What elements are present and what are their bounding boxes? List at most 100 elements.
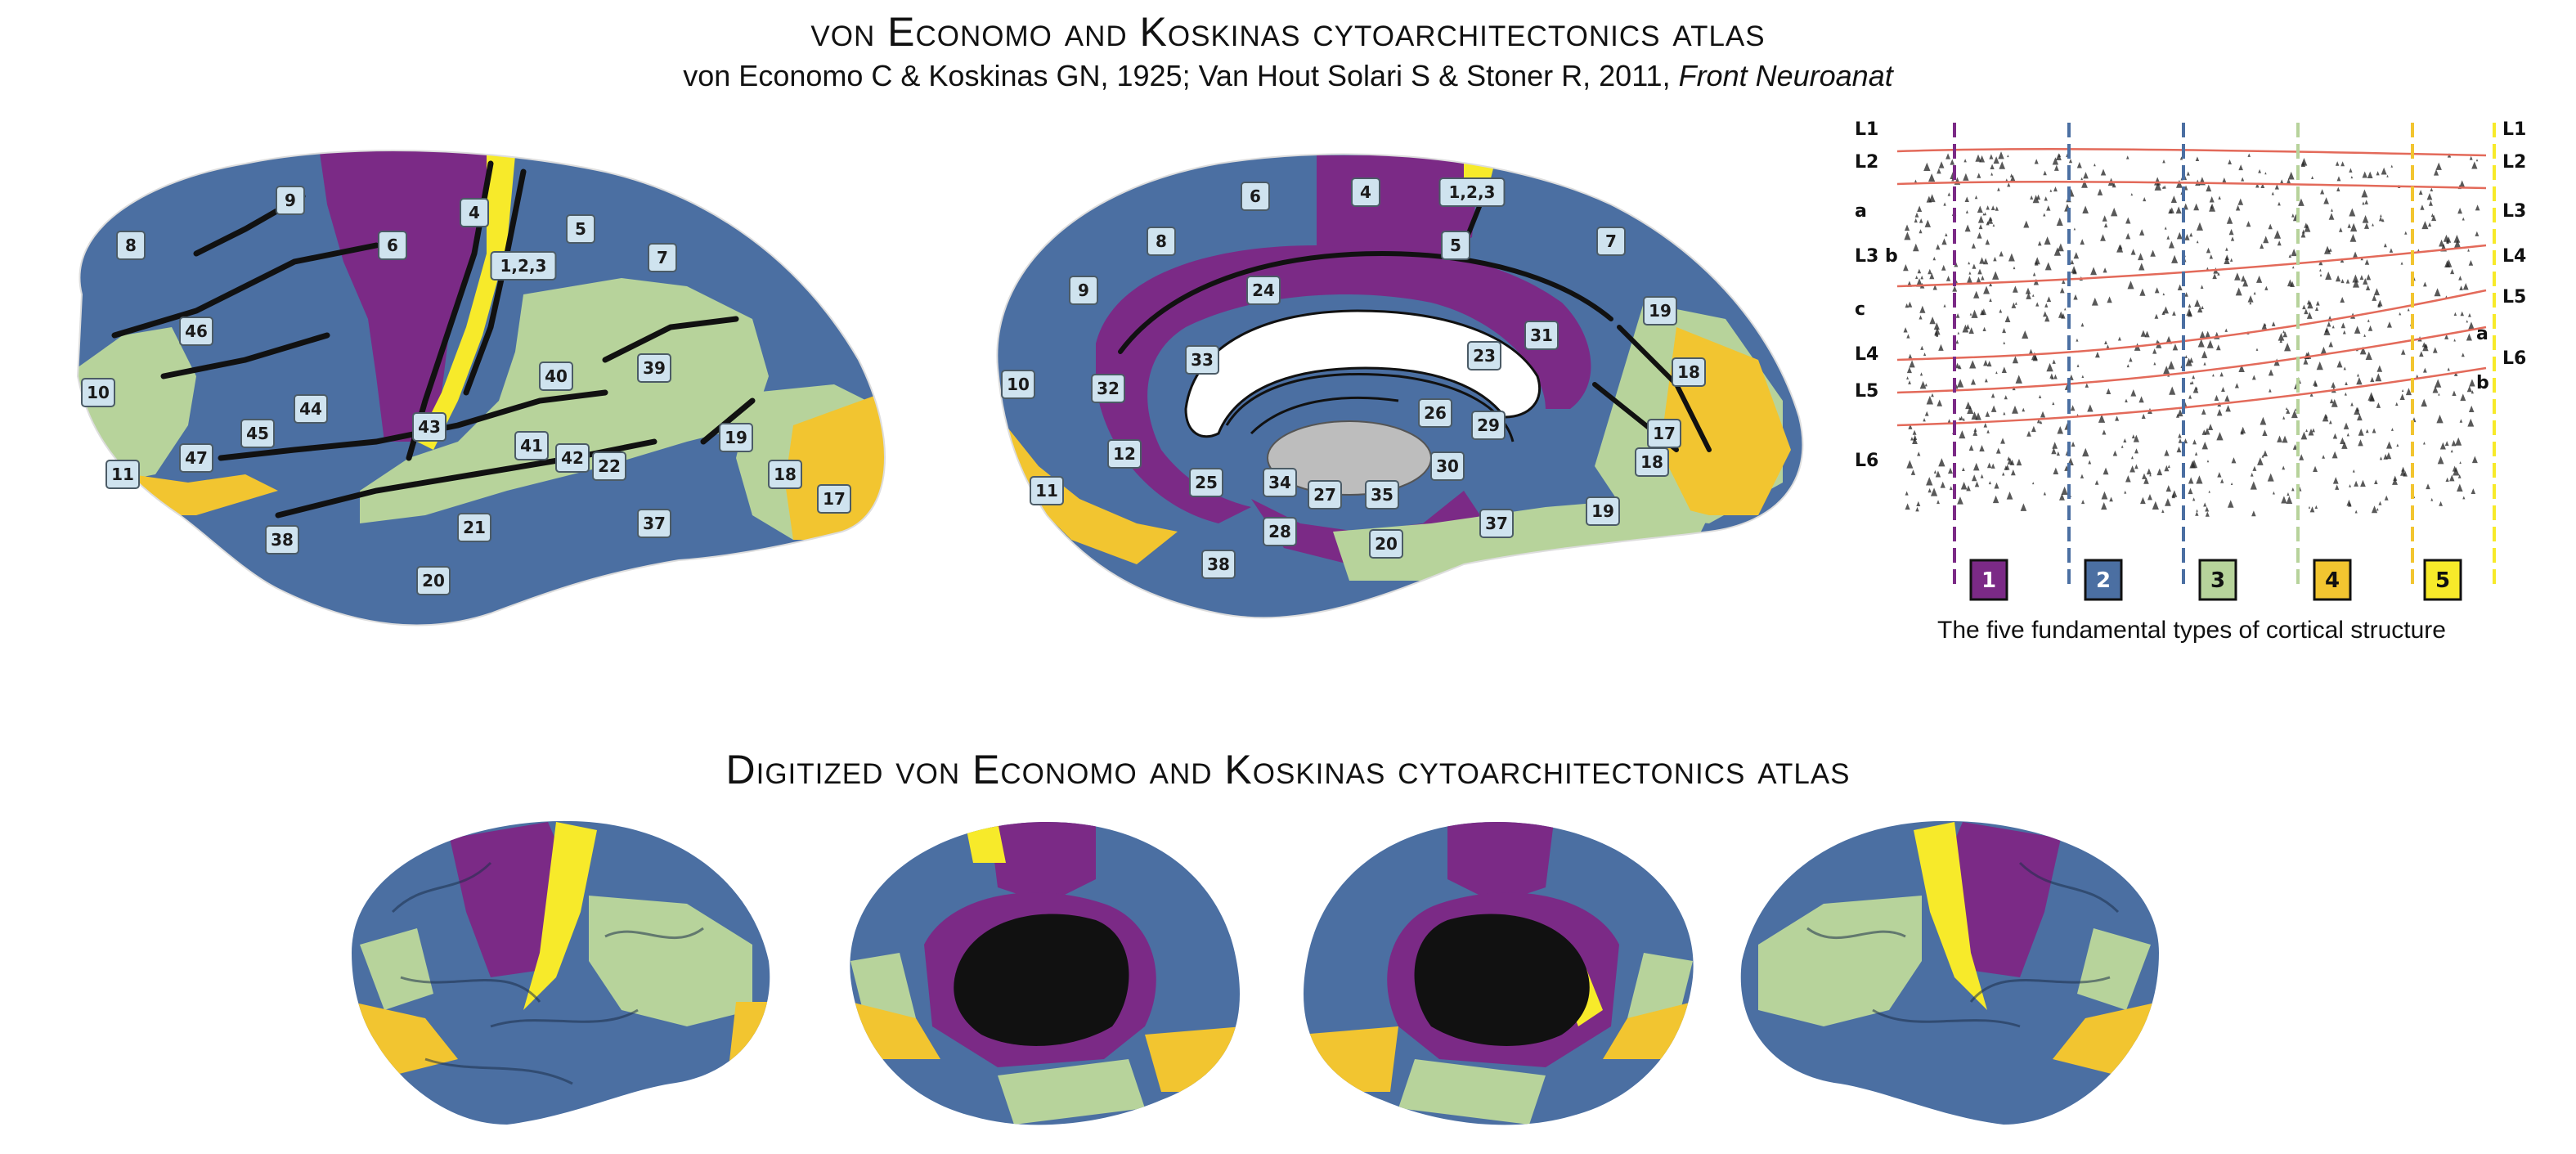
neuron-mark (2430, 497, 2434, 501)
neuron-mark (2304, 223, 2311, 232)
neuron-mark (2219, 371, 2224, 377)
neuron-mark (1929, 317, 1936, 325)
neuron-mark (2381, 167, 2387, 175)
neuron-mark (1923, 417, 1926, 422)
neuron-mark (2278, 201, 2281, 206)
neuron-mark (2176, 231, 2183, 240)
neuron-mark (2036, 419, 2041, 424)
neuron-mark (2130, 249, 2136, 255)
neuron-mark (2447, 367, 2450, 371)
neuron-mark (1928, 173, 1936, 182)
neuron-mark (2420, 204, 2425, 210)
neuron-mark (2104, 340, 2107, 344)
neuron-mark (2255, 182, 2260, 188)
neuron-mark (2015, 375, 2022, 384)
neuron-mark (2044, 196, 2048, 201)
neuron-mark (2261, 322, 2268, 330)
neuron-mark (2373, 288, 2380, 296)
neuron-mark (1914, 212, 1919, 218)
neuron-mark (2263, 236, 2269, 244)
neuron-mark (2282, 415, 2286, 420)
lateral-area-label: 44 (294, 394, 328, 424)
neuron-mark (2097, 188, 2103, 195)
cortical-type-swatch: 3 (2198, 559, 2237, 601)
neuron-mark (2340, 296, 2345, 303)
neuron-mark (2349, 222, 2358, 232)
layer-label-right: b (2476, 373, 2489, 393)
neuron-mark (2359, 275, 2364, 281)
neuron-mark (2445, 477, 2449, 483)
neuron-mark (2043, 492, 2047, 496)
neuron-mark (2030, 195, 2034, 200)
neuron-mark (1986, 429, 1990, 433)
neuron-mark (1969, 360, 1977, 369)
neuron-mark (1920, 275, 1923, 280)
medial-area-label-text: 18 (1677, 362, 1700, 382)
neuron-mark (2305, 429, 2309, 433)
neuron-mark (2235, 204, 2241, 211)
surface-left-medial (850, 822, 1240, 1125)
neuron-mark (2467, 321, 2475, 330)
neuron-mark (2468, 259, 2474, 266)
neuron-mark (2457, 207, 2463, 214)
neuron-mark (1923, 352, 1927, 357)
neuron-mark (2080, 239, 2085, 245)
lateral-area-label: 38 (265, 525, 299, 555)
medial-area-label-text: 34 (1268, 473, 1291, 492)
neuron-mark (2139, 229, 2145, 236)
neuron-mark (1974, 481, 1980, 487)
neuron-mark (2453, 339, 2456, 342)
neuron-mark (2053, 164, 2059, 171)
neuron-mark (2332, 477, 2339, 484)
neuron-mark (2188, 487, 2193, 495)
neuron-mark (1972, 474, 1977, 482)
neuron-mark (2444, 334, 2449, 339)
neuron-mark (2185, 357, 2192, 366)
neuron-mark (2102, 429, 2107, 435)
neuron-mark (1945, 153, 1950, 159)
lateral-area-label: 43 (412, 412, 447, 442)
neuron-mark (1973, 290, 1980, 299)
neuron-mark (2008, 253, 2015, 262)
medial-area-label: 28 (1263, 517, 1297, 546)
neuron-mark (2044, 315, 2050, 322)
neuron-mark (2011, 302, 2017, 308)
neuron-mark (2004, 315, 2011, 323)
neuron-mark (1979, 257, 1985, 264)
neuron-mark (2435, 162, 2442, 170)
neuron-mark (2450, 268, 2455, 275)
layer-label-left: a (1855, 201, 1867, 222)
layer-label-left: L3 b (1855, 246, 1898, 267)
neuron-mark (2437, 456, 2444, 465)
neuron-mark (2308, 505, 2311, 509)
neuron-mark (2195, 511, 2199, 516)
neuron-mark (2390, 428, 2394, 431)
neuron-mark (2044, 303, 2049, 308)
neuron-mark (1909, 360, 1915, 368)
neuron-mark (1913, 243, 1919, 252)
neuron-mark (2325, 271, 2332, 280)
neuron-mark (1962, 324, 1969, 333)
neuron-mark (1941, 264, 1946, 271)
type-dividers (1953, 123, 2496, 589)
neuron-mark (2372, 294, 2377, 301)
neuron-mark (2331, 398, 2338, 407)
neuron-mark (1929, 272, 1935, 280)
medial-area-label: 19 (1643, 296, 1677, 326)
neuron-mark (2404, 231, 2408, 235)
neuron-mark (1945, 232, 1948, 236)
neuron-mark (2087, 404, 2094, 412)
neuron-mark (2379, 456, 2383, 460)
neuron-mark (1986, 462, 1992, 469)
neuron-mark (1998, 151, 2004, 159)
neuron-mark (1924, 383, 1928, 387)
neuron-mark (2031, 352, 2038, 361)
neuron-mark (2377, 303, 2381, 308)
neuron-mark (2400, 348, 2406, 355)
neuron-mark (2005, 464, 2010, 470)
neuron-mark (2162, 306, 2169, 314)
neuron-mark (2466, 320, 2469, 323)
neuron-mark (2022, 407, 2026, 412)
neuron-mark (2046, 296, 2052, 303)
neuron-mark (2291, 410, 2298, 419)
